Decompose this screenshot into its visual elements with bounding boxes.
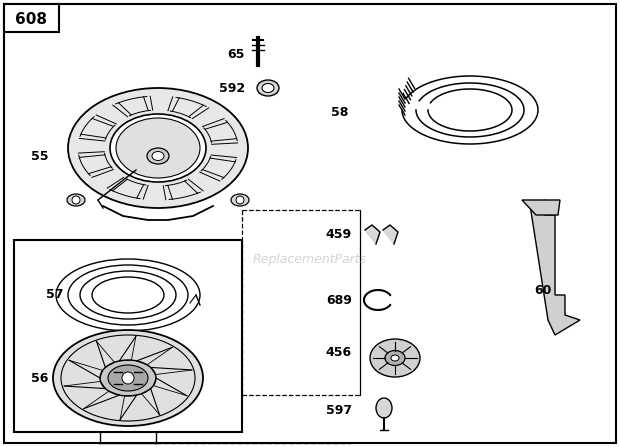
Ellipse shape — [68, 88, 248, 208]
Ellipse shape — [262, 84, 274, 93]
Ellipse shape — [110, 114, 206, 182]
Text: 58: 58 — [331, 106, 348, 119]
Polygon shape — [530, 200, 580, 335]
Ellipse shape — [116, 118, 200, 178]
Ellipse shape — [100, 360, 156, 396]
Bar — [14, 240, 242, 432]
Text: ReplacementParts: ReplacementParts — [253, 253, 367, 266]
Ellipse shape — [231, 194, 249, 206]
Ellipse shape — [385, 350, 405, 366]
Ellipse shape — [152, 152, 164, 160]
Text: 65: 65 — [228, 49, 245, 62]
Ellipse shape — [376, 398, 392, 418]
Circle shape — [72, 196, 80, 204]
Polygon shape — [365, 225, 380, 244]
Text: 459: 459 — [326, 228, 352, 241]
Circle shape — [122, 372, 134, 384]
Text: 597: 597 — [326, 404, 352, 417]
Circle shape — [236, 196, 244, 204]
Text: 56: 56 — [32, 371, 49, 384]
Polygon shape — [383, 225, 398, 244]
Ellipse shape — [53, 330, 203, 426]
Text: 55: 55 — [31, 151, 49, 164]
Polygon shape — [522, 200, 560, 215]
Bar — [4, 4, 59, 32]
Text: 592: 592 — [219, 81, 245, 94]
Ellipse shape — [370, 339, 420, 377]
Text: 60: 60 — [534, 283, 552, 296]
Ellipse shape — [67, 194, 85, 206]
Text: 689: 689 — [326, 294, 352, 307]
Text: 57: 57 — [46, 288, 64, 301]
Text: 608: 608 — [15, 12, 47, 26]
Ellipse shape — [147, 148, 169, 164]
Ellipse shape — [391, 355, 399, 361]
Text: 456: 456 — [326, 346, 352, 358]
Ellipse shape — [257, 80, 279, 96]
Ellipse shape — [108, 365, 148, 391]
